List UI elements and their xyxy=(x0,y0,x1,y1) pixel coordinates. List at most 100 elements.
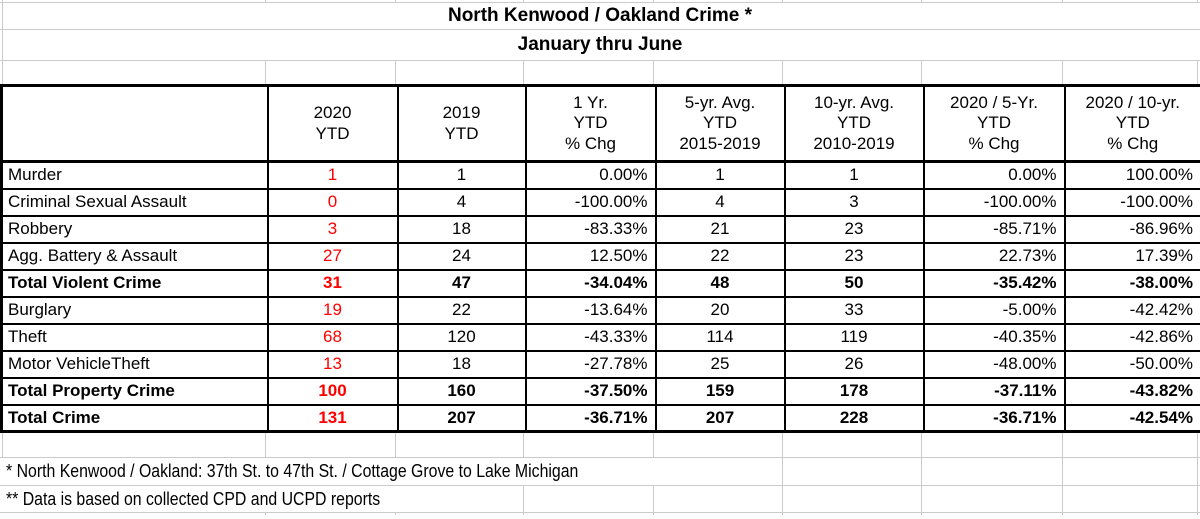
cell-2020-10yr-chg[interactable]: -86.96% xyxy=(1063,214,1200,244)
cell-2020-ytd[interactable]: 31 xyxy=(266,268,399,298)
cell-2020-ytd[interactable]: 1 xyxy=(266,160,399,190)
col-1yr-ytd-chg[interactable]: 1 Yr. YTD% Chg xyxy=(524,84,657,163)
cell-5yr-avg[interactable]: 207 xyxy=(654,403,786,433)
col-2020-10yr-chg[interactable]: 2020 / 10-yr. YTD% Chg xyxy=(1063,84,1200,163)
cell-2020-10yr-chg[interactable]: 100.00% xyxy=(1063,160,1200,190)
col-10yr-avg-ytd[interactable]: 10-yr. Avg. YTD 2010-2019 xyxy=(783,84,925,163)
gridline-tick xyxy=(2,433,3,457)
cell-5yr-avg[interactable]: 114 xyxy=(654,322,786,352)
cell-5yr-avg[interactable]: 159 xyxy=(654,376,786,406)
cell-5yr-avg[interactable]: 25 xyxy=(654,349,786,379)
cell-2020-10yr-chg[interactable]: -50.00% xyxy=(1063,349,1200,379)
gridline-tick xyxy=(1062,433,1063,457)
header-line: 5-yr. Avg. xyxy=(684,92,756,112)
cell-5yr-avg[interactable]: 4 xyxy=(654,187,786,217)
cell-2020-ytd[interactable]: 3 xyxy=(266,214,399,244)
cell-5yr-avg[interactable]: 20 xyxy=(654,295,786,325)
cell-2020-ytd[interactable]: 0 xyxy=(266,187,399,217)
row-label[interactable]: Motor VehicleTheft xyxy=(0,349,269,379)
cell-10yr-avg[interactable]: 178 xyxy=(783,376,925,406)
cell-2019-ytd[interactable]: 120 xyxy=(396,322,527,352)
cell-2019-ytd[interactable]: 1 xyxy=(396,160,527,190)
cell-2020-10yr-chg[interactable]: -42.54% xyxy=(1063,403,1200,433)
cell-2020-ytd[interactable]: 131 xyxy=(266,403,399,433)
col-2020-ytd[interactable]: 2020 YTD xyxy=(266,84,399,163)
row-label[interactable]: Agg. Battery & Assault xyxy=(0,241,269,271)
row-label[interactable]: Total Violent Crime xyxy=(0,268,269,298)
cell-2020-5yr-chg[interactable]: 22.73% xyxy=(922,241,1066,271)
cell-2019-ytd[interactable]: 160 xyxy=(396,376,527,406)
cell-10yr-avg[interactable]: 23 xyxy=(783,241,925,271)
cell-1yr-chg[interactable]: 12.50% xyxy=(524,241,657,271)
cell-2020-10yr-chg[interactable]: -38.00% xyxy=(1063,268,1200,298)
sheet-subtitle[interactable]: January thru June xyxy=(517,34,683,55)
cell-5yr-avg[interactable]: 22 xyxy=(654,241,786,271)
grid-row-empty-bottom xyxy=(0,433,1200,458)
col-2019-ytd[interactable]: 2019 YTD xyxy=(396,84,527,163)
cell-10yr-avg[interactable]: 119 xyxy=(783,322,925,352)
cell-2020-5yr-chg[interactable]: -85.71% xyxy=(922,214,1066,244)
cell-10yr-avg[interactable]: 3 xyxy=(783,187,925,217)
cell-2020-5yr-chg[interactable]: -37.11% xyxy=(922,376,1066,406)
row-label[interactable]: Theft xyxy=(0,322,269,352)
cell-5yr-avg[interactable]: 48 xyxy=(654,268,786,298)
cell-1yr-chg[interactable]: -100.00% xyxy=(524,187,657,217)
cell-1yr-chg[interactable]: -43.33% xyxy=(524,322,657,352)
cell-2019-ytd[interactable]: 207 xyxy=(396,403,527,433)
cell-10yr-avg[interactable]: 26 xyxy=(783,349,925,379)
cell-2020-5yr-chg[interactable]: -40.35% xyxy=(922,322,1066,352)
corner-cell[interactable] xyxy=(0,84,269,163)
footnote-2[interactable]: ** Data is based on collected CPD and UC… xyxy=(6,488,381,509)
cell-10yr-avg[interactable]: 33 xyxy=(783,295,925,325)
cell-2019-ytd[interactable]: 4 xyxy=(396,187,527,217)
cell-2020-5yr-chg[interactable]: -35.42% xyxy=(922,268,1066,298)
cell-2020-ytd[interactable]: 27 xyxy=(266,241,399,271)
cell-2020-ytd[interactable]: 13 xyxy=(266,349,399,379)
row-label[interactable]: Total Crime xyxy=(0,403,269,433)
cell-1yr-chg[interactable]: -83.33% xyxy=(524,214,657,244)
cell-2020-5yr-chg[interactable]: -5.00% xyxy=(922,295,1066,325)
cell-2020-10yr-chg[interactable]: -42.42% xyxy=(1063,295,1200,325)
cell-5yr-avg[interactable]: 21 xyxy=(654,214,786,244)
cell-10yr-avg[interactable]: 23 xyxy=(783,214,925,244)
cell-2020-10yr-chg[interactable]: -43.82% xyxy=(1063,376,1200,406)
header-line: 2019 xyxy=(442,103,481,123)
row-label[interactable]: Total Property Crime xyxy=(0,376,269,406)
row-label[interactable]: Criminal Sexual Assault xyxy=(0,187,269,217)
cell-2020-5yr-chg[interactable]: -36.71% xyxy=(922,403,1066,433)
cell-2020-5yr-chg[interactable]: -48.00% xyxy=(922,349,1066,379)
cell-1yr-chg[interactable]: -13.64% xyxy=(524,295,657,325)
cell-10yr-avg[interactable]: 1 xyxy=(783,160,925,190)
cell-5yr-avg[interactable]: 1 xyxy=(654,160,786,190)
cell-2019-ytd[interactable]: 24 xyxy=(396,241,527,271)
cell-1yr-chg[interactable]: -34.04% xyxy=(524,268,657,298)
cell-2019-ytd[interactable]: 22 xyxy=(396,295,527,325)
cell-2020-10yr-chg[interactable]: 17.39% xyxy=(1063,241,1200,271)
cell-2019-ytd[interactable]: 18 xyxy=(396,214,527,244)
cell-10yr-avg[interactable]: 228 xyxy=(783,403,925,433)
cell-1yr-chg[interactable]: -27.78% xyxy=(524,349,657,379)
footnote-1[interactable]: * North Kenwood / Oakland: 37th St. to 4… xyxy=(6,461,579,481)
row-label[interactable]: Burglary xyxy=(0,295,269,325)
cell-2020-ytd[interactable]: 100 xyxy=(266,376,399,406)
header-row: 2020 YTD 2019 YTD 1 Yr. YTD% Chg 5-yr. Avg. YTD… xyxy=(0,84,1200,163)
row-label[interactable]: Murder xyxy=(0,160,269,190)
cell-2020-ytd[interactable]: 19 xyxy=(266,295,399,325)
col-5yr-avg-ytd[interactable]: 5-yr. Avg. YTD 2015-2019 xyxy=(654,84,786,163)
header-line: % Chg xyxy=(1107,133,1159,153)
cell-2020-5yr-chg[interactable]: 0.00% xyxy=(922,160,1066,190)
cell-10yr-avg[interactable]: 50 xyxy=(783,268,925,298)
gridline-tick xyxy=(523,61,524,84)
col-2020-5yr-chg[interactable]: 2020 / 5-Yr. YTD% Chg xyxy=(922,84,1066,163)
cell-2020-10yr-chg[interactable]: -100.00% xyxy=(1063,187,1200,217)
cell-2019-ytd[interactable]: 47 xyxy=(396,268,527,298)
sheet-title[interactable]: North Kenwood / Oakland Crime * xyxy=(447,5,753,26)
cell-1yr-chg[interactable]: 0.00% xyxy=(524,160,657,190)
cell-2020-10yr-chg[interactable]: -42.86% xyxy=(1063,322,1200,352)
cell-1yr-chg[interactable]: -36.71% xyxy=(524,403,657,433)
cell-2020-ytd[interactable]: 68 xyxy=(266,322,399,352)
row-label[interactable]: Robbery xyxy=(0,214,269,244)
cell-2020-5yr-chg[interactable]: -100.00% xyxy=(922,187,1066,217)
cell-2019-ytd[interactable]: 18 xyxy=(396,349,527,379)
cell-1yr-chg[interactable]: -37.50% xyxy=(524,376,657,406)
